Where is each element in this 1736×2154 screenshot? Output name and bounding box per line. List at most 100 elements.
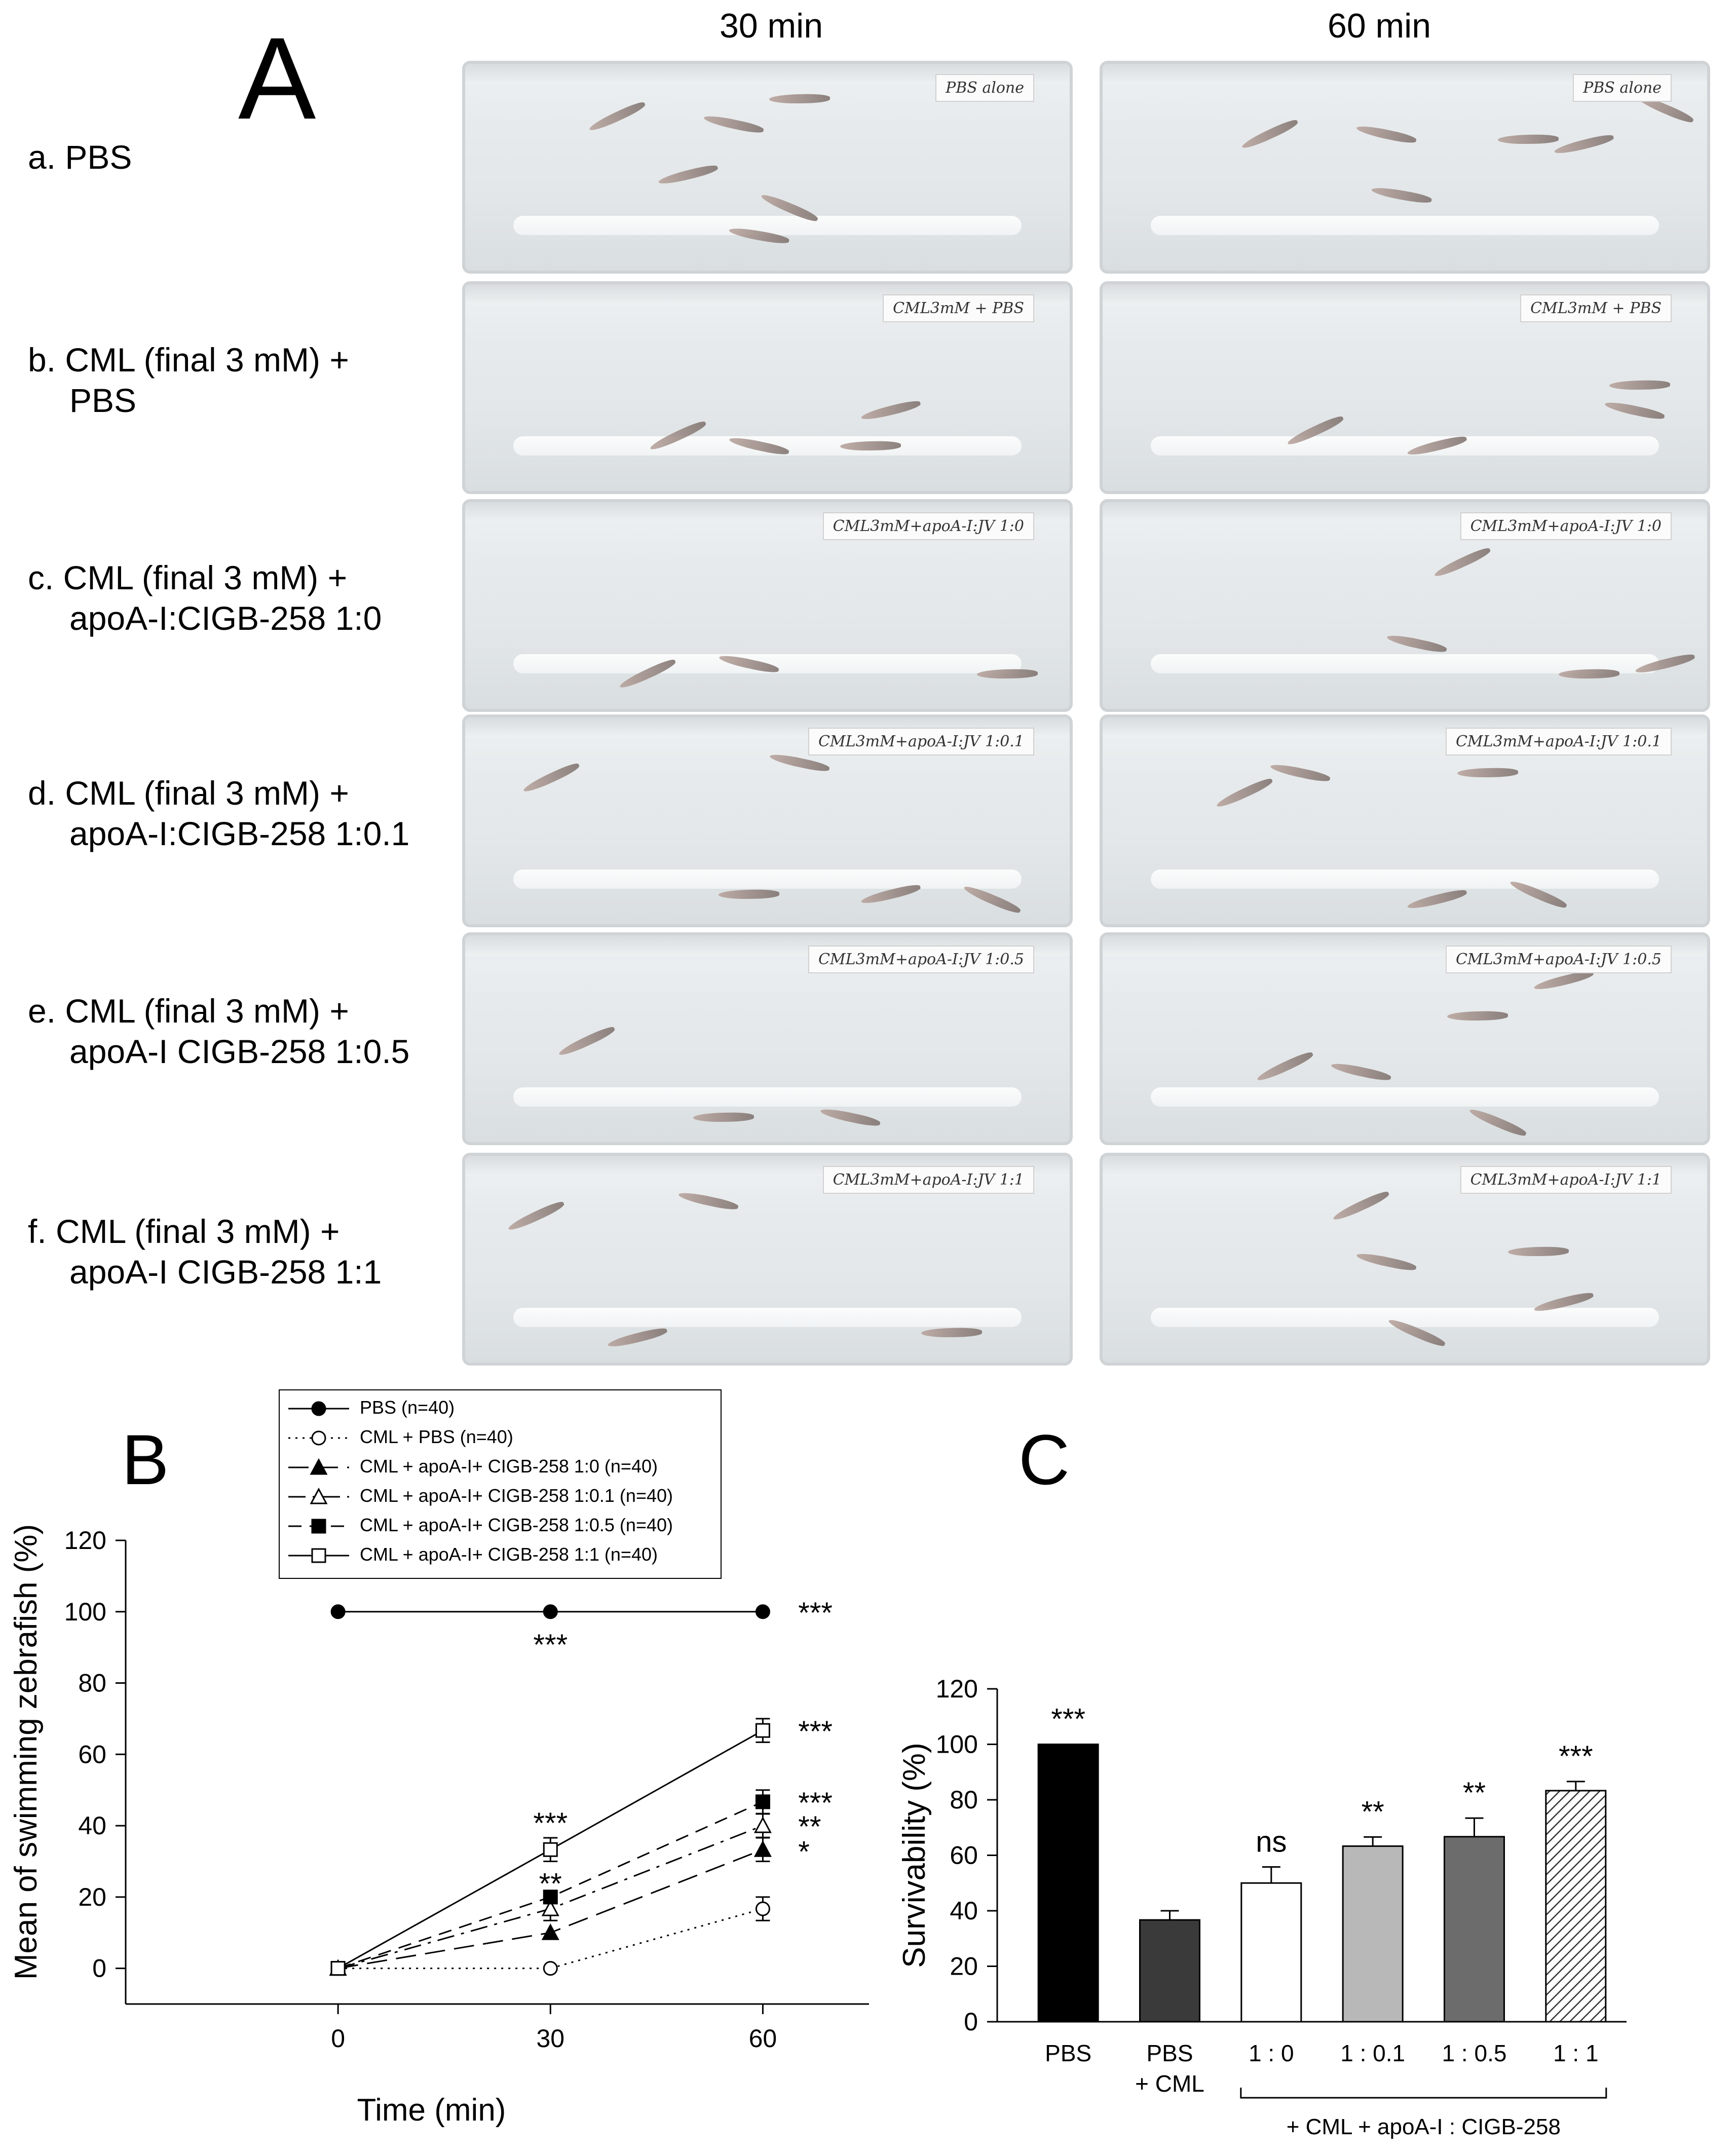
data-point <box>755 1604 770 1619</box>
zebrafish-shape <box>1497 134 1559 145</box>
tank-tag: CML3mM+apoA-I:JV 1:0.1 <box>1445 728 1672 755</box>
data-point <box>755 1794 770 1809</box>
data-point <box>755 1901 770 1916</box>
zebrafish-shape <box>1468 1106 1528 1139</box>
y-tick-label: 20 <box>950 1952 978 1981</box>
tank-tag: CML3mM+apoA-I:JV 1:1 <box>1460 1166 1672 1194</box>
row-label-c: c. CML (final 3 mM) + apoA-I:CIGB-258 1:0 <box>28 557 382 638</box>
x-tick-label: 0 <box>331 2024 345 2053</box>
data-point <box>541 1899 559 1916</box>
zebrafish-shape <box>860 398 922 423</box>
significance-label: *** <box>798 1597 833 1630</box>
category-label: PBS <box>1045 2040 1091 2066</box>
zebrafish-shape <box>1508 878 1568 911</box>
row-label-f: f. CML (final 3 mM) + apoA-I CIGB-258 1:1 <box>28 1211 382 1292</box>
zebrafish-shape <box>1330 1061 1392 1083</box>
data-point <box>755 1723 770 1738</box>
tank-tag: CML3mM+apoA-I:JV 1:0 <box>1460 512 1672 540</box>
category-label: 1 : 0.5 <box>1442 2040 1507 2066</box>
bar <box>1444 1836 1505 2023</box>
panel-b-letter: B <box>122 1420 169 1499</box>
category-label: 1 : 1 <box>1553 2040 1599 2066</box>
panel-b-line-chart: 0 20 40 60 80 100 120 0 30 60 Time (min) Mean of sw… <box>9 1524 869 2128</box>
tank-tag: CML3mM+apoA-I:JV 1:1 <box>822 1166 1034 1194</box>
col-header-60min: 60 min <box>1328 7 1431 45</box>
zebrafish-shape <box>607 1326 668 1350</box>
zebrafish-shape <box>618 657 677 691</box>
legend-swatch <box>288 1519 349 1534</box>
tank-photo-30min: CML3mM+apoA-I:JV 1:0.1 <box>462 714 1073 927</box>
col-header-30min: 30 min <box>720 7 823 45</box>
zebrafish-shape <box>506 1199 566 1233</box>
series-0 <box>330 1604 770 1619</box>
legend-swatch <box>288 1401 349 1416</box>
zebrafish-shape <box>718 889 780 900</box>
tank-tag: CML3mM+apoA-I:JV 1:0.5 <box>808 946 1034 973</box>
zebrafish-shape <box>693 1112 754 1123</box>
zebrafish-shape <box>1553 132 1615 157</box>
legend-entry: CML + apoA-I+ CIGB-258 1:0 (n=40) <box>286 1454 716 1479</box>
group-bracket-label: + CML + apoA-I : CIGB-258 <box>1287 2114 1561 2139</box>
group-bracket <box>1240 2088 1607 2099</box>
zebrafish-shape <box>962 883 1022 916</box>
legend-swatch <box>288 1488 349 1504</box>
row-label-line: c. CML (final 3 mM) + <box>28 559 348 596</box>
row-label-a: a. PBS <box>28 137 132 177</box>
row-label-d: d. CML (final 3 mM) + apoA-I:CIGB-258 1:0… <box>28 773 409 854</box>
tank-photo-60min: CML3mM+apoA-I:JV 1:0.5 <box>1100 932 1710 1145</box>
legend-swatch <box>288 1548 349 1563</box>
bar <box>1342 1845 1404 2023</box>
data-point <box>753 1840 772 1857</box>
significance-label: *** <box>798 1787 833 1820</box>
zebrafish-shape <box>728 225 790 246</box>
zebrafish-shape <box>1432 545 1492 580</box>
zebrafish-shape <box>1355 1251 1417 1273</box>
legend-label: CML + apoA-I+ CIGB-258 1:0.1 (n=40) <box>360 1485 673 1506</box>
significance-label: * <box>798 1835 810 1868</box>
zebrafish-shape <box>1255 1049 1315 1084</box>
significance-label: ** <box>798 1810 821 1843</box>
significance-label: ns <box>1256 1825 1287 1858</box>
y-tick-label: 120 <box>64 1526 106 1555</box>
legend-label: PBS (n=40) <box>360 1397 455 1418</box>
zebrafish-shape <box>760 192 819 224</box>
legend-marker <box>311 1430 326 1446</box>
row-label-line: apoA-I CIGB-258 1:0.5 <box>69 1033 410 1070</box>
zebrafish-shape <box>657 163 719 187</box>
tank-photo-60min: PBS alone <box>1100 61 1710 274</box>
zebrafish-shape <box>1240 117 1300 152</box>
y-tick-label: 80 <box>950 1786 978 1814</box>
y-tick-label: 100 <box>64 1598 106 1626</box>
tank-tag: CML3mM+apoA-I:JV 1:0.5 <box>1445 946 1672 973</box>
y-tick-label: 40 <box>950 1897 978 1925</box>
data-point <box>543 1961 558 1976</box>
zebrafish-shape <box>1286 413 1345 448</box>
significance-label: ** <box>1362 1795 1384 1828</box>
legend-entry: CML + apoA-I+ CIGB-258 1:0.5 (n=40) <box>286 1513 716 1537</box>
row-label-line: apoA-I:CIGB-258 1:0.1 <box>69 815 410 852</box>
zebrafish-shape <box>921 1327 983 1338</box>
legend-marker <box>310 1488 328 1504</box>
legend-marker <box>311 1519 326 1534</box>
x-tick-label: 60 <box>749 2024 777 2053</box>
zebrafish-shape <box>728 435 790 457</box>
x-axis-label: Time (min) <box>357 2093 506 2128</box>
zebrafish-shape <box>1406 434 1468 458</box>
tank-tag: PBS alone <box>935 74 1034 102</box>
tank-photo-30min: CML3mM + PBS <box>462 281 1073 494</box>
zebrafish-shape <box>860 882 922 906</box>
tank-photo-60min: CML3mM+apoA-I:JV 1:0.1 <box>1100 714 1710 927</box>
zebrafish-shape <box>840 440 901 451</box>
data-point <box>330 1604 346 1619</box>
row-label-line: PBS <box>69 382 137 419</box>
bar <box>1240 1882 1302 2023</box>
zebrafish-shape <box>1387 1316 1447 1349</box>
tank-photo-30min: PBS alone <box>462 61 1073 274</box>
y-tick-label: 120 <box>936 1675 978 1703</box>
significance-label: ** <box>539 1868 562 1901</box>
significance-label: *** <box>533 1629 568 1661</box>
y-tick-label: 40 <box>78 1811 106 1840</box>
data-point <box>753 1816 772 1833</box>
tank-tag: CML3mM+apoA-I:JV 1:0.1 <box>808 728 1034 755</box>
significance-label: *** <box>1559 1740 1593 1773</box>
